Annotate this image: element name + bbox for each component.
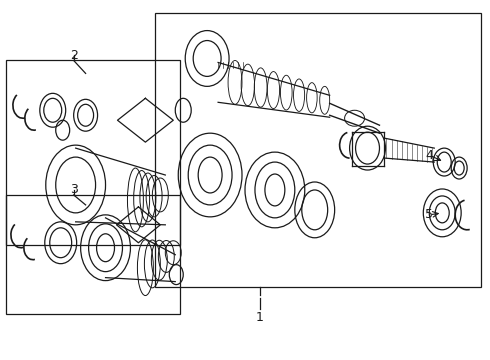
Text: 3: 3 — [70, 184, 77, 197]
Text: 1: 1 — [256, 311, 264, 324]
Text: 2: 2 — [70, 49, 77, 62]
Text: 5: 5 — [425, 208, 433, 221]
Bar — [6, 195, 180, 315]
Text: 4: 4 — [425, 149, 433, 162]
Bar — [6, 60, 180, 245]
Bar — [155, 13, 481, 287]
